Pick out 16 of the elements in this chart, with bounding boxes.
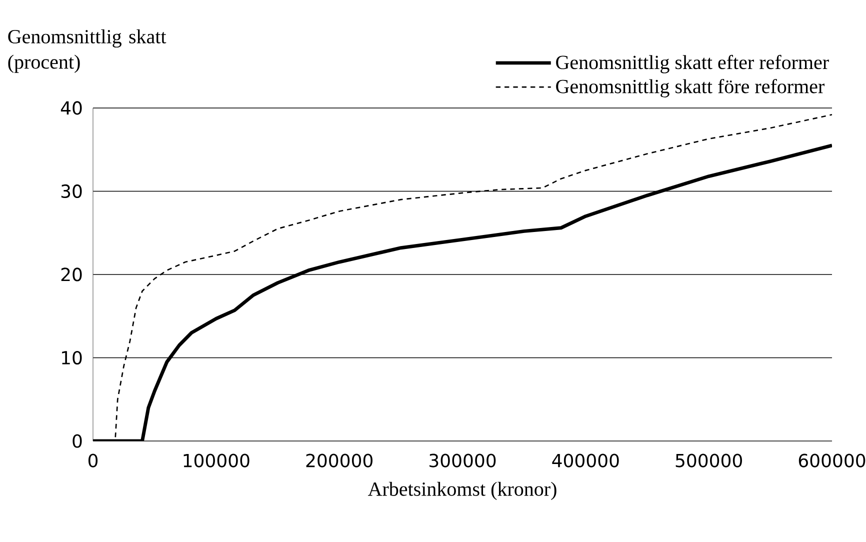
- y-axis-title: Genomsnittlig skatt (procent): [8, 29, 166, 73]
- x-tick-label: 400000: [552, 454, 619, 468]
- x-tick-label: 200000: [306, 454, 372, 468]
- y-tick-label: 0: [72, 434, 82, 448]
- x-axis-title: Arbetsinkomst (kronor): [368, 482, 556, 500]
- x-tick-label: 500000: [676, 454, 742, 468]
- legend-label: Genomsnittlig skatt före reformer: [556, 79, 824, 98]
- legend-label: Genomsnittlig skatt efter reformer: [556, 54, 829, 74]
- y-tick-label: 30: [61, 184, 82, 198]
- x-tick-label: 300000: [430, 454, 496, 468]
- y-tick-label: 10: [62, 350, 82, 365]
- x-tick-label: 600000: [798, 454, 866, 468]
- y-tick-label: 20: [61, 268, 82, 282]
- x-tick-label: 0: [88, 454, 98, 468]
- y-tick-label: 40: [60, 101, 82, 115]
- x-tick-label: 100000: [184, 454, 250, 468]
